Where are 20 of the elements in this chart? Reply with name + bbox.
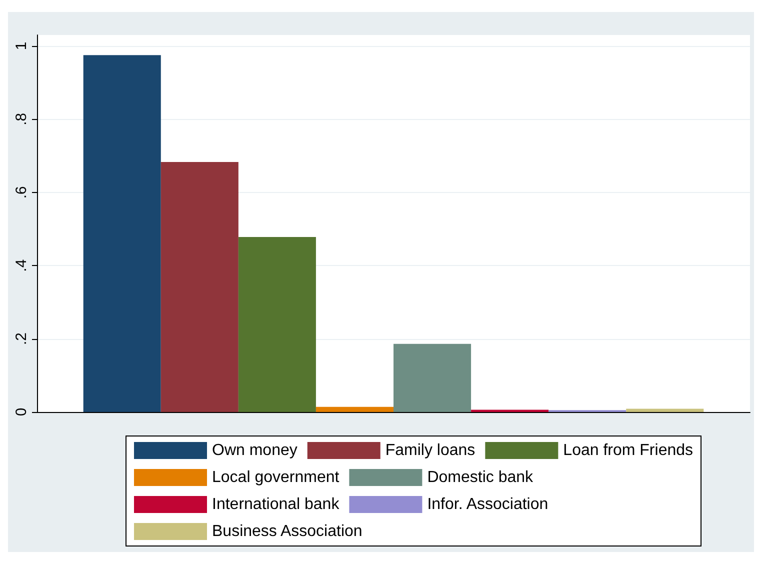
legend-label: International bank: [212, 496, 340, 513]
y-tick-label: .4: [13, 259, 30, 272]
legend-label: Local government: [212, 469, 340, 486]
bar: [626, 408, 704, 412]
bar: [394, 344, 472, 412]
legend-label: Infor. Association: [427, 496, 548, 513]
legend-label: Own money: [212, 442, 298, 459]
y-tick-label: .8: [13, 112, 30, 126]
legend-label: Business Association: [212, 523, 362, 540]
legend-label: Domestic bank: [427, 469, 534, 486]
y-tick-label: 0: [13, 408, 30, 416]
bar: [160, 162, 238, 412]
y-tick-label: .6: [13, 186, 30, 199]
bar: [316, 406, 394, 412]
y-tick-label: .2: [13, 332, 30, 346]
bar: [238, 237, 316, 412]
y-tick-label: 1: [13, 42, 30, 50]
legend-label: Loan from Friends: [563, 442, 694, 459]
bar: [83, 55, 161, 412]
legend-label: Family loans: [385, 442, 476, 459]
